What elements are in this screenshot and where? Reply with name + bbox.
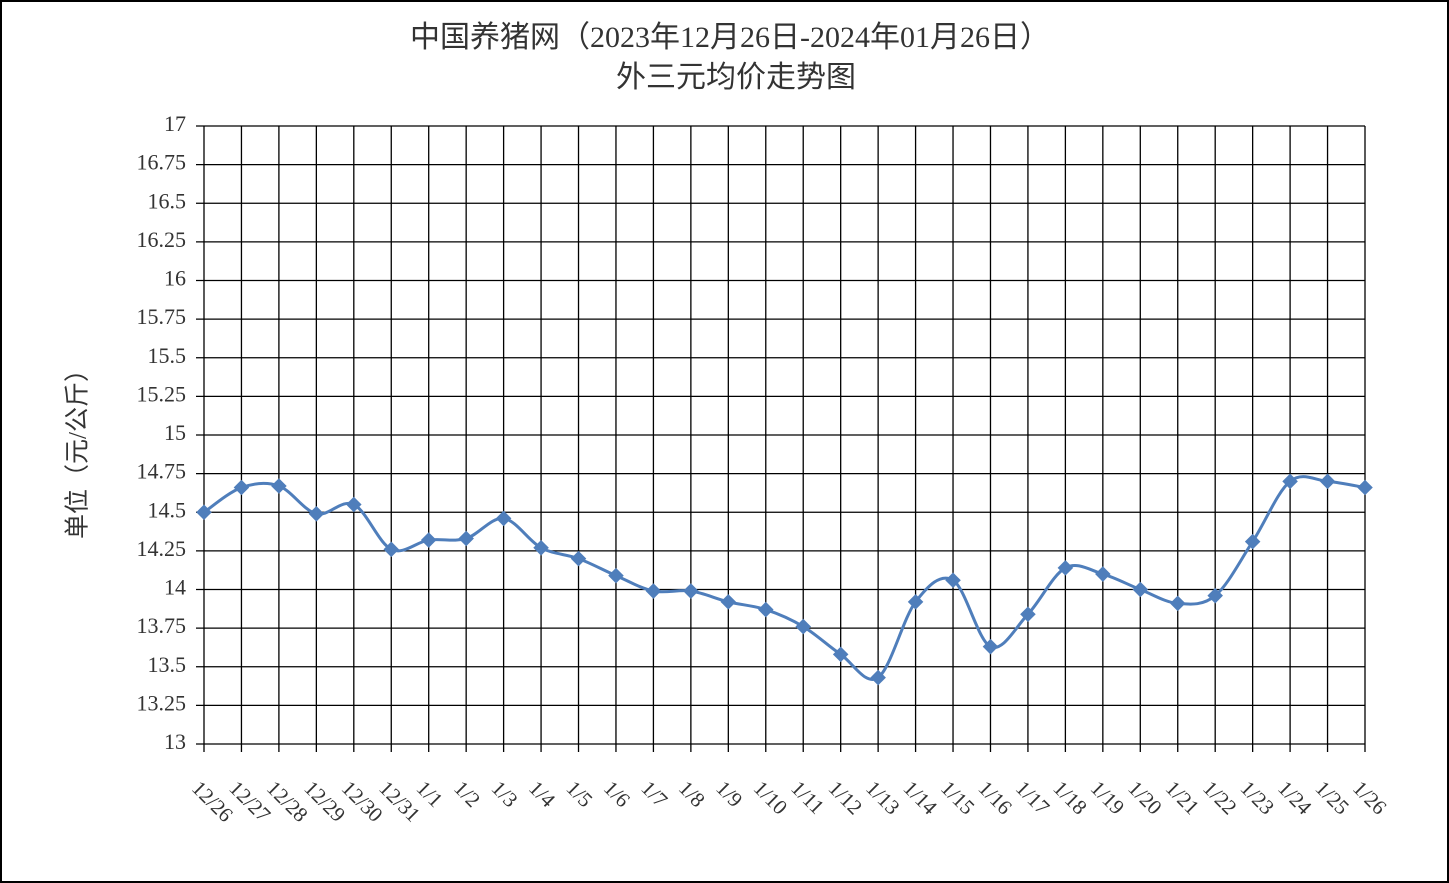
point-marker [795, 618, 812, 635]
y-tick-label: 14 [164, 575, 186, 600]
point-marker [1169, 595, 1186, 612]
chart-title: 中国养猪网（2023年12月26日-2024年01月26日） [410, 21, 1050, 54]
point-marker [945, 572, 961, 589]
point-marker [1057, 560, 1074, 576]
point-marker [720, 594, 737, 610]
y-tick-label: 16.25 [137, 227, 187, 252]
point-marker [308, 506, 325, 522]
point-marker [608, 567, 624, 584]
y-axis-label: 单位（元/公斤） [64, 357, 92, 539]
point-marker [870, 669, 886, 686]
y-tick-label: 16.75 [137, 150, 187, 175]
y-tick-label: 16.5 [148, 188, 187, 213]
point-marker [1095, 566, 1111, 582]
y-tick-label: 15.5 [148, 343, 187, 368]
point-marker [533, 540, 549, 556]
point-marker [757, 601, 774, 618]
y-tick-label: 14.75 [137, 459, 187, 484]
point-marker [832, 646, 849, 663]
point-marker [1132, 581, 1149, 598]
point-marker [1282, 473, 1298, 490]
y-tick-label: 13.75 [137, 613, 187, 638]
point-marker [1020, 606, 1036, 622]
y-tick-label: 14.5 [148, 497, 187, 522]
y-tick-label: 13 [164, 729, 186, 754]
point-marker [570, 550, 587, 567]
point-marker [1207, 587, 1223, 604]
y-tick-label: 16 [164, 266, 186, 291]
y-tick-label: 15 [164, 420, 186, 445]
y-tick-label: 15.25 [137, 381, 187, 406]
point-marker [1319, 473, 1336, 490]
y-tick-label: 15.75 [137, 304, 187, 329]
y-tick-label: 17 [164, 111, 186, 136]
point-marker [1357, 479, 1373, 496]
point-marker [645, 583, 662, 599]
point-marker [1244, 533, 1261, 550]
point-marker [196, 504, 212, 521]
chart-subtitle: 外三元均价走势图 [616, 61, 856, 94]
y-tick-label: 14.25 [137, 536, 187, 561]
point-marker [982, 638, 999, 655]
point-marker [683, 583, 699, 599]
point-marker [233, 479, 250, 496]
y-tick-label: 13.25 [137, 690, 187, 715]
y-tick-label: 13.5 [148, 652, 187, 677]
point-marker [907, 594, 924, 610]
